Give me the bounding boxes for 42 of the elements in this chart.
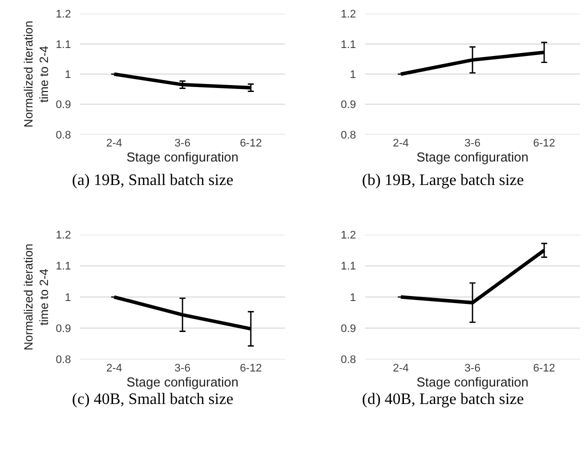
- y-tick-label: 0.8: [340, 129, 356, 142]
- x-axis-title: Stage configuration: [416, 149, 529, 164]
- y-tick-label: 0.9: [56, 323, 71, 336]
- y-tick-label: 1.2: [340, 230, 356, 242]
- y-axis-title: Normalized iteration time to 2-4: [21, 244, 52, 350]
- x-tick-label: 2-4: [392, 362, 409, 374]
- x-axis-title: Stage configuration: [126, 149, 239, 164]
- y-tick-label: 1: [64, 292, 71, 304]
- x-axis-title: Stage configuration: [126, 374, 239, 390]
- y-tick-label: 1: [64, 68, 71, 81]
- x-tick-label: 3-6: [174, 137, 190, 150]
- x-tick-label: 3-6: [464, 362, 480, 374]
- text: (a) 19B, Small batch size: [72, 172, 234, 189]
- x-tick-label: 6-12: [533, 137, 556, 150]
- x-tick-label: 3-6: [464, 137, 480, 150]
- y-tick-label: 0.8: [56, 354, 71, 366]
- y-tick-label: 1: [350, 292, 356, 304]
- y-tick-label: 1.1: [56, 260, 71, 273]
- x-tick-label: 2-4: [106, 362, 122, 374]
- text: (c) 40B, Small batch size: [72, 391, 234, 408]
- x-tick-label: 6-12: [533, 362, 556, 374]
- x-axis-title: Stage configuration: [416, 374, 529, 390]
- y-tick-label: 1.2: [56, 8, 71, 21]
- x-tick-label: 3-6: [174, 362, 190, 374]
- text: (b) 19B, Large batch size: [362, 172, 524, 189]
- y-tick-label: 1.1: [340, 38, 356, 51]
- y-tick-label: 1.1: [340, 260, 356, 273]
- y-tick-label: 0.9: [340, 99, 356, 112]
- y-tick-label: 0.8: [340, 354, 356, 366]
- y-tick-label: 0.9: [340, 323, 356, 336]
- x-tick-label: 6-12: [240, 362, 262, 374]
- y-axis-title: Normalized iteration time to 2-4: [21, 20, 52, 128]
- y-tick-label: 0.9: [56, 99, 71, 112]
- y-tick-label: 0.8: [56, 129, 71, 142]
- x-tick-label: 2-4: [106, 137, 122, 150]
- y-tick-label: 1.2: [340, 8, 356, 21]
- x-tick-label: 6-12: [240, 137, 262, 150]
- y-tick-label: 1: [350, 68, 356, 81]
- y-tick-label: 1.2: [56, 230, 71, 242]
- x-tick-label: 2-4: [392, 137, 409, 150]
- y-tick-label: 1.1: [56, 38, 71, 51]
- text: (d) 40B, Large batch size: [362, 391, 524, 408]
